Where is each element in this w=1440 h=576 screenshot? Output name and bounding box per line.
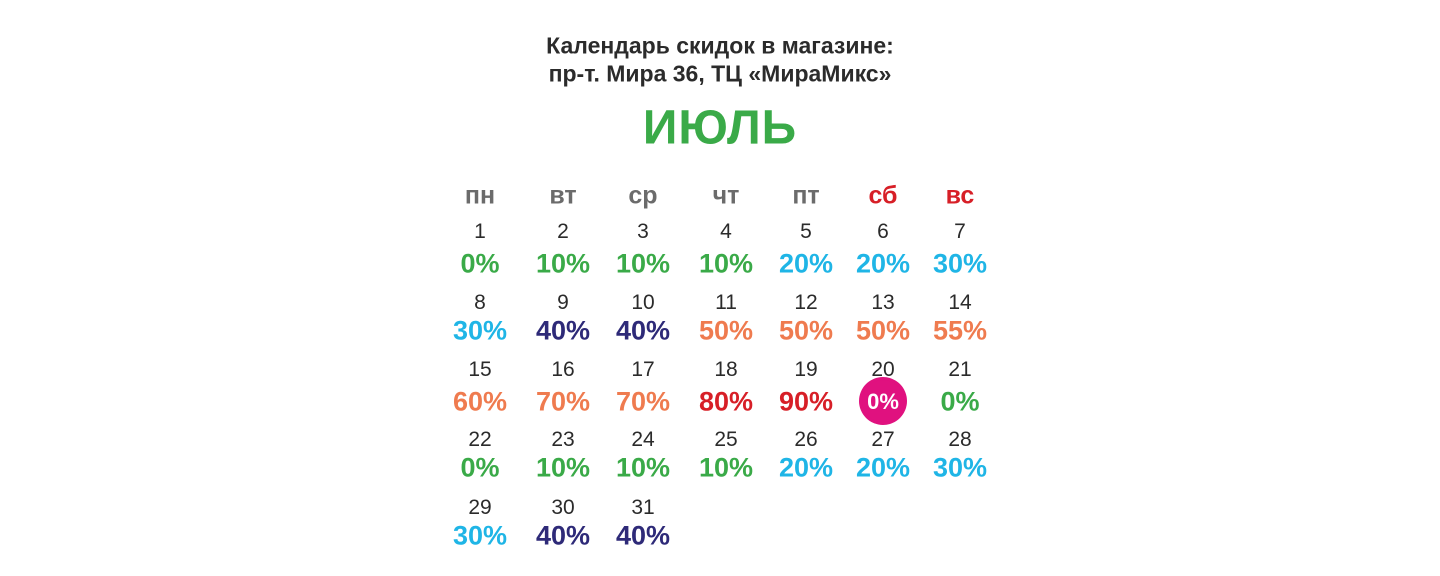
day-number: 25 — [714, 428, 738, 451]
discount: 0% — [867, 389, 899, 414]
discount: 10% — [698, 452, 754, 483]
day-number: 3 — [637, 220, 649, 243]
title-line: Календарь скидок в магазине: — [546, 32, 894, 59]
discount: 50% — [855, 315, 911, 346]
discount: 30% — [452, 520, 508, 551]
day-number: 30 — [551, 496, 575, 519]
day-number: 17 — [631, 358, 655, 381]
discount: 40% — [615, 315, 671, 346]
day-number: 9 — [557, 291, 569, 314]
weekday: ср — [628, 181, 658, 210]
day-number: 1 — [474, 220, 486, 243]
day-number: 20 — [871, 358, 895, 381]
discount: 0% — [460, 248, 500, 279]
day-number: 28 — [948, 428, 972, 451]
day-number: 19 — [794, 358, 818, 381]
discount: 20% — [855, 248, 911, 279]
day-number: 4 — [720, 220, 732, 243]
discount: 0% — [460, 452, 500, 483]
weekday: сб — [868, 181, 898, 210]
discount-badge — [862, 380, 904, 422]
day-number: 26 — [794, 428, 818, 451]
discount: 10% — [698, 248, 754, 279]
discount: 70% — [615, 386, 671, 417]
day-number: 14 — [948, 291, 972, 314]
discount: 0% — [940, 386, 980, 417]
day-number: 16 — [551, 358, 575, 381]
day-number: 22 — [468, 428, 492, 451]
title-line: пр-т. Мира 36, ТЦ «МираМикс» — [548, 60, 892, 87]
day-number: 23 — [551, 428, 575, 451]
discount: 80% — [698, 386, 754, 417]
discount: 20% — [855, 452, 911, 483]
day-number: 13 — [871, 291, 895, 314]
discount: 10% — [615, 248, 671, 279]
discount: 20% — [778, 248, 834, 279]
day-number: 18 — [714, 358, 738, 381]
day-number: 10 — [631, 291, 655, 314]
discount: 30% — [932, 248, 988, 279]
discount: 90% — [778, 386, 834, 417]
day-number: 24 — [631, 428, 655, 451]
day-number: 31 — [631, 496, 655, 519]
day-number: 2 — [557, 220, 569, 243]
discount: 50% — [698, 315, 754, 346]
discount: 30% — [932, 452, 988, 483]
month: ИЮЛЬ — [642, 101, 798, 155]
discount: 20% — [778, 452, 834, 483]
day-number: 5 — [800, 220, 812, 243]
day-number: 8 — [474, 291, 486, 314]
discount: 55% — [932, 315, 988, 346]
day-number: 12 — [794, 291, 818, 314]
weekday: вс — [945, 181, 975, 210]
discount: 10% — [615, 452, 671, 483]
weekday: вт — [549, 181, 577, 210]
day-number: 7 — [954, 220, 966, 243]
day-number: 21 — [948, 358, 972, 381]
discount: 10% — [535, 452, 591, 483]
discount: 40% — [535, 520, 591, 551]
weekday: пн — [464, 181, 496, 210]
discount: 10% — [535, 248, 591, 279]
day-number: 29 — [468, 496, 492, 519]
discount: 50% — [778, 315, 834, 346]
weekday: чт — [712, 181, 740, 210]
discount: 60% — [452, 386, 508, 417]
day-number: 15 — [468, 358, 492, 381]
day-number: 6 — [877, 220, 889, 243]
day-number: 27 — [871, 428, 895, 451]
discount: 70% — [535, 386, 591, 417]
discount: 40% — [535, 315, 591, 346]
discount: 40% — [615, 520, 671, 551]
day-number: 11 — [715, 291, 737, 314]
weekday: пт — [792, 181, 820, 210]
discount: 30% — [452, 315, 508, 346]
